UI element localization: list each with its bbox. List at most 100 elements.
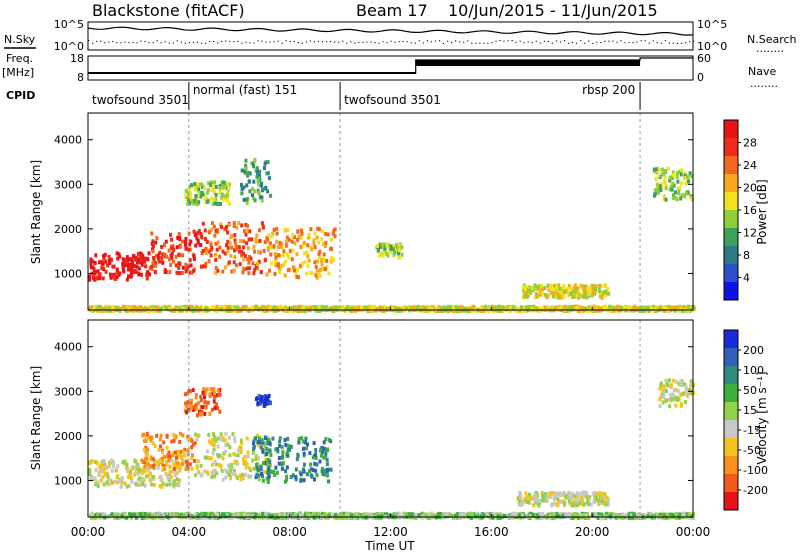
echo-cell <box>526 500 530 504</box>
echo-cell <box>155 236 159 240</box>
echo-cell <box>671 195 675 200</box>
echo-cell <box>303 251 306 256</box>
echo-cell <box>258 169 262 174</box>
echo-cell <box>245 228 249 233</box>
echo-cell <box>263 402 267 406</box>
echo-cell <box>212 197 216 202</box>
echo-cell <box>214 185 218 189</box>
echo-cell <box>312 238 316 243</box>
echo-cell <box>263 258 267 263</box>
echo-cell <box>226 305 229 310</box>
echo-cell <box>555 285 559 290</box>
colorbar-swatch <box>724 210 738 229</box>
echo-cell <box>144 515 148 520</box>
x-axis-ticks: 00:00 04:00 08:00 12:00 16:00 20:00 00:00 <box>71 307 710 539</box>
echo-cell <box>247 170 251 175</box>
echo-cell <box>412 512 416 517</box>
echo-cell <box>317 251 321 256</box>
echo-cell <box>363 305 367 310</box>
echo-cell <box>151 475 155 480</box>
echo-cell <box>316 226 320 231</box>
echo-cell <box>252 441 255 446</box>
echo-cell <box>240 250 244 255</box>
echo-cell <box>315 275 319 280</box>
echo-cell <box>263 461 267 465</box>
echo-cell <box>218 184 222 188</box>
echo-cell <box>236 306 240 311</box>
echo-cell <box>194 432 198 437</box>
echo-cell <box>277 306 281 311</box>
echo-cell <box>672 394 676 399</box>
echo-cell <box>271 306 275 310</box>
echo-cell <box>189 239 193 244</box>
echo-cell <box>528 513 532 518</box>
echo-cell <box>238 473 242 478</box>
echo-cell <box>300 436 304 441</box>
echo-cell <box>106 474 110 479</box>
echo-cell <box>216 453 220 457</box>
echo-cell <box>104 269 108 274</box>
echo-cell <box>533 283 537 288</box>
echo-cell <box>221 269 225 274</box>
echo-cell <box>545 498 549 503</box>
echo-cell <box>572 494 576 499</box>
echo-cell <box>597 512 601 517</box>
echo-cell <box>538 501 541 505</box>
echo-cell <box>593 512 597 516</box>
echo-cell <box>173 460 177 465</box>
echo-cell <box>149 455 153 460</box>
echo-cell <box>540 491 544 495</box>
echo-cell <box>257 190 261 195</box>
echo-cell <box>165 453 169 457</box>
echo-cell <box>687 388 691 393</box>
echo-cell <box>552 291 556 296</box>
echo-cell <box>222 197 226 202</box>
echo-cell <box>144 450 148 455</box>
echo-cell <box>561 305 565 310</box>
echo-cell <box>218 245 222 250</box>
echo-cell <box>198 306 202 311</box>
echo-cell <box>94 516 97 521</box>
echo-cell <box>586 309 590 313</box>
echo-cell <box>273 512 277 517</box>
echo-cell <box>101 475 105 480</box>
echo-cell <box>283 512 287 516</box>
echo-cell <box>159 475 163 480</box>
colorbar-tick-label: 16 <box>743 204 757 217</box>
echo-cell <box>192 254 196 259</box>
echo-cell <box>175 471 179 476</box>
echo-cell <box>263 161 267 166</box>
echo-cell <box>161 466 165 471</box>
echo-cell <box>258 173 261 178</box>
echo-cell <box>199 398 203 403</box>
echo-cell <box>196 240 200 245</box>
echo-cell <box>292 268 296 273</box>
echo-cell <box>123 304 126 309</box>
echo-cell <box>308 469 311 474</box>
echo-cell <box>589 305 593 310</box>
echo-cell <box>264 397 268 402</box>
echo-cell <box>387 250 391 254</box>
echo-cell <box>199 243 203 247</box>
echo-cell <box>627 512 631 517</box>
echo-cell <box>236 513 240 518</box>
echo-cell <box>305 250 309 255</box>
echo-cell <box>312 242 316 247</box>
echo-cell <box>269 245 273 250</box>
echo-cell <box>278 436 282 441</box>
echo-cell <box>140 516 144 520</box>
echo-cell <box>260 181 264 186</box>
echo-cell <box>559 492 563 496</box>
echo-cell <box>239 238 242 243</box>
echo-cell <box>293 235 296 240</box>
echo-cell <box>211 221 214 226</box>
echo-cell <box>255 174 259 179</box>
echo-cell <box>199 515 203 520</box>
echo-cell <box>231 432 235 437</box>
echo-cell <box>178 452 182 457</box>
echo-cell <box>378 306 382 311</box>
echo-cell <box>577 309 580 313</box>
echo-cell <box>346 513 350 518</box>
echo-cell <box>562 294 566 299</box>
echo-cell <box>306 264 310 269</box>
